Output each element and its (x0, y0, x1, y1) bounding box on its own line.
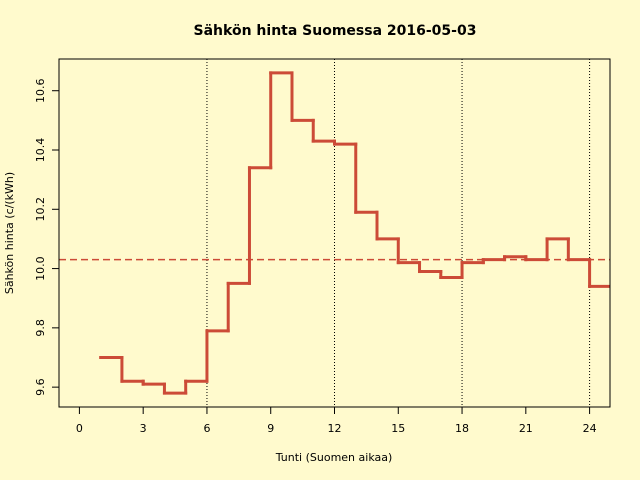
x-tick-label: 6 (203, 422, 210, 435)
y-axis-label: Sähkön hinta (c/(kWh) (3, 172, 16, 294)
y-tick-label: 10.0 (34, 256, 47, 281)
x-tick-label: 9 (267, 422, 274, 435)
x-tick-label: 0 (76, 422, 83, 435)
y-tick-label: 9.8 (34, 319, 47, 337)
x-tick-label: 12 (328, 422, 342, 435)
chart-title: Sähkön hinta Suomessa 2016-05-03 (194, 23, 477, 39)
x-tick-label: 21 (519, 422, 533, 435)
x-tick-label: 24 (583, 422, 597, 435)
x-tick-label: 3 (140, 422, 147, 435)
x-axis-label: Tunti (Suomen aikaa) (275, 451, 393, 464)
y-tick-label: 9.6 (34, 378, 47, 396)
x-tick-label: 18 (455, 422, 469, 435)
plot-area (59, 59, 610, 407)
y-tick-label: 10.6 (34, 78, 47, 103)
y-tick-label: 10.2 (34, 197, 47, 222)
y-tick-label: 10.4 (34, 138, 47, 163)
x-tick-label: 15 (391, 422, 405, 435)
